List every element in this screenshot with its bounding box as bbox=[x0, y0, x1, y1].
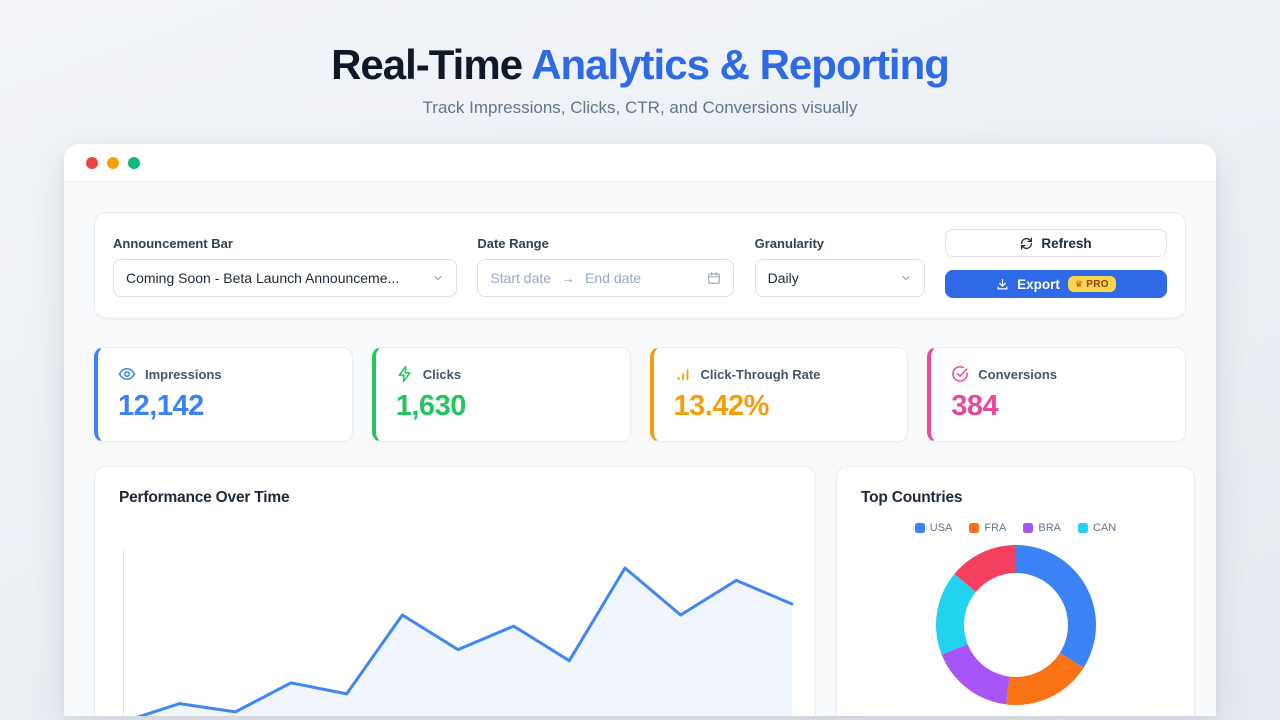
stat-label: Clicks bbox=[422, 366, 462, 382]
hero-section: Real-Time Analytics & Reporting Track Im… bbox=[0, 0, 1280, 118]
date-range-field-group: Date Range Start date → End date bbox=[477, 236, 735, 298]
legend-swatch-icon bbox=[914, 523, 925, 534]
donut-legend: USA FRA BRA CAN bbox=[861, 522, 1170, 534]
stat-card-clicks: Clicks 1,630 bbox=[371, 347, 631, 443]
filter-bar: Announcement Bar Coming Soon - Beta Laun… bbox=[94, 212, 1186, 320]
stat-label: Conversions bbox=[978, 366, 1057, 382]
page-subtitle: Track Impressions, Clicks, CTR, and Conv… bbox=[422, 98, 858, 118]
charts-row: Performance Over Time Top Countries USA F… bbox=[94, 466, 1195, 717]
page-title-dark: Real-Time bbox=[331, 41, 523, 88]
window-body: Announcement Bar Coming Soon - Beta Laun… bbox=[64, 182, 1216, 717]
performance-chart-area bbox=[123, 539, 797, 717]
legend-item-bra[interactable]: BRA bbox=[1023, 522, 1061, 534]
stat-card-ctr: Click-Through Rate 13.42% bbox=[649, 347, 909, 443]
legend-swatch-icon bbox=[969, 523, 980, 534]
legend-swatch-icon bbox=[1078, 523, 1088, 534]
export-button-label: Export bbox=[1017, 276, 1060, 292]
legend-label: CAN bbox=[1093, 522, 1117, 535]
eye-icon bbox=[118, 365, 136, 383]
pro-badge-label: PRO bbox=[1086, 278, 1109, 290]
top-countries-donut-chart bbox=[935, 545, 1096, 706]
refresh-button-label: Refresh bbox=[1041, 235, 1092, 251]
announcement-bar-label: Announcement Bar bbox=[113, 236, 233, 252]
crown-icon: ♛ bbox=[1074, 278, 1084, 289]
download-icon bbox=[996, 278, 1009, 291]
page-title-accent: Analytics & Reporting bbox=[531, 41, 950, 88]
announcement-bar-select[interactable]: Coming Soon - Beta Launch Announceme... bbox=[113, 259, 457, 298]
stat-value: 1,630 bbox=[395, 390, 467, 423]
refresh-button[interactable]: Refresh bbox=[944, 229, 1167, 258]
announcement-bar-field-group: Announcement Bar Coming Soon - Beta Laun… bbox=[113, 236, 457, 298]
legend-item-can[interactable]: CAN bbox=[1078, 522, 1116, 534]
stats-row: Impressions 12,142 Clicks 1,630 Click-Th… bbox=[94, 347, 1186, 443]
legend-label: USA bbox=[929, 522, 953, 535]
legend-label: FRA bbox=[984, 522, 1007, 535]
end-date-placeholder: End date bbox=[585, 270, 642, 287]
performance-line-chart bbox=[123, 549, 794, 717]
stat-value: 13.42% bbox=[673, 390, 770, 423]
granularity-label: Granularity bbox=[754, 236, 825, 252]
chevron-down-icon bbox=[432, 272, 444, 284]
top-countries-panel: Top Countries USA FRA BRA CAN bbox=[836, 466, 1195, 717]
granularity-field-group: Granularity Daily bbox=[754, 236, 925, 298]
export-button[interactable]: Export ♛ PRO bbox=[944, 270, 1167, 299]
stat-value: 384 bbox=[951, 390, 999, 423]
page-title: Real-Time Analytics & Reporting bbox=[0, 41, 1280, 88]
stat-card-conversions: Conversions 384 bbox=[927, 347, 1186, 443]
check-circle-icon bbox=[951, 365, 969, 383]
stat-card-impressions: Impressions 12,142 bbox=[94, 347, 353, 443]
legend-label: BRA bbox=[1038, 522, 1061, 535]
stat-label: Click-Through Rate bbox=[700, 366, 821, 382]
top-countries-panel-title: Top Countries bbox=[861, 489, 963, 507]
donut-chart-area bbox=[861, 545, 1170, 706]
close-window-icon[interactable] bbox=[86, 156, 98, 169]
app-window: Announcement Bar Coming Soon - Beta Laun… bbox=[64, 144, 1216, 717]
date-range-input[interactable]: Start date → End date bbox=[477, 259, 735, 298]
pro-badge: ♛ PRO bbox=[1067, 276, 1116, 293]
window-titlebar bbox=[64, 144, 1216, 183]
minimize-window-icon[interactable] bbox=[107, 156, 119, 169]
bar-chart-icon bbox=[674, 365, 692, 383]
announcement-bar-selected-value: Coming Soon - Beta Launch Announceme... bbox=[126, 270, 400, 287]
date-range-arrow-icon: → bbox=[561, 270, 576, 287]
calendar-icon bbox=[707, 271, 721, 285]
performance-panel-title: Performance Over Time bbox=[119, 489, 290, 507]
legend-swatch-icon bbox=[1023, 523, 1034, 534]
legend-item-fra[interactable]: FRA bbox=[969, 522, 1006, 534]
refresh-icon bbox=[1020, 237, 1033, 250]
chevron-down-icon bbox=[900, 272, 912, 284]
date-range-label: Date Range bbox=[477, 236, 549, 252]
start-date-placeholder: Start date bbox=[490, 270, 552, 287]
granularity-selected-value: Daily bbox=[767, 270, 799, 287]
granularity-select[interactable]: Daily bbox=[754, 259, 925, 298]
stat-value: 12,142 bbox=[118, 390, 204, 423]
performance-panel: Performance Over Time bbox=[94, 466, 816, 717]
filter-actions: Refresh Export ♛ PRO bbox=[944, 229, 1167, 299]
bolt-icon bbox=[396, 365, 414, 383]
stat-label: Impressions bbox=[145, 366, 222, 382]
legend-item-usa[interactable]: USA bbox=[914, 522, 953, 535]
maximize-window-icon[interactable] bbox=[128, 156, 140, 169]
